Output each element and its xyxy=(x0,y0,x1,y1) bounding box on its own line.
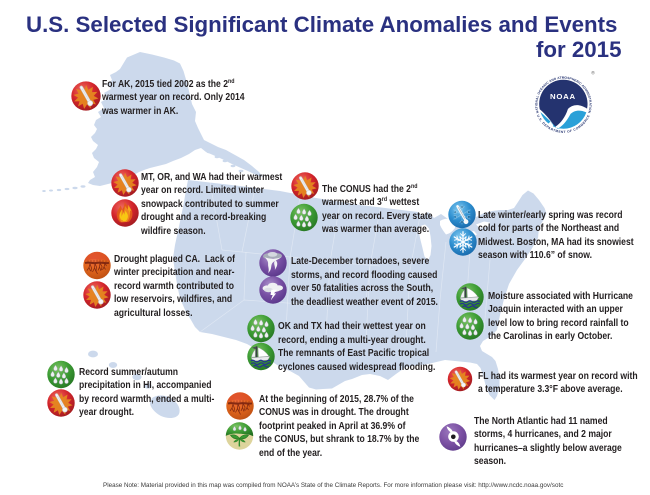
svg-text:®: ® xyxy=(591,69,595,76)
svg-text:NOAA: NOAA xyxy=(550,92,576,101)
